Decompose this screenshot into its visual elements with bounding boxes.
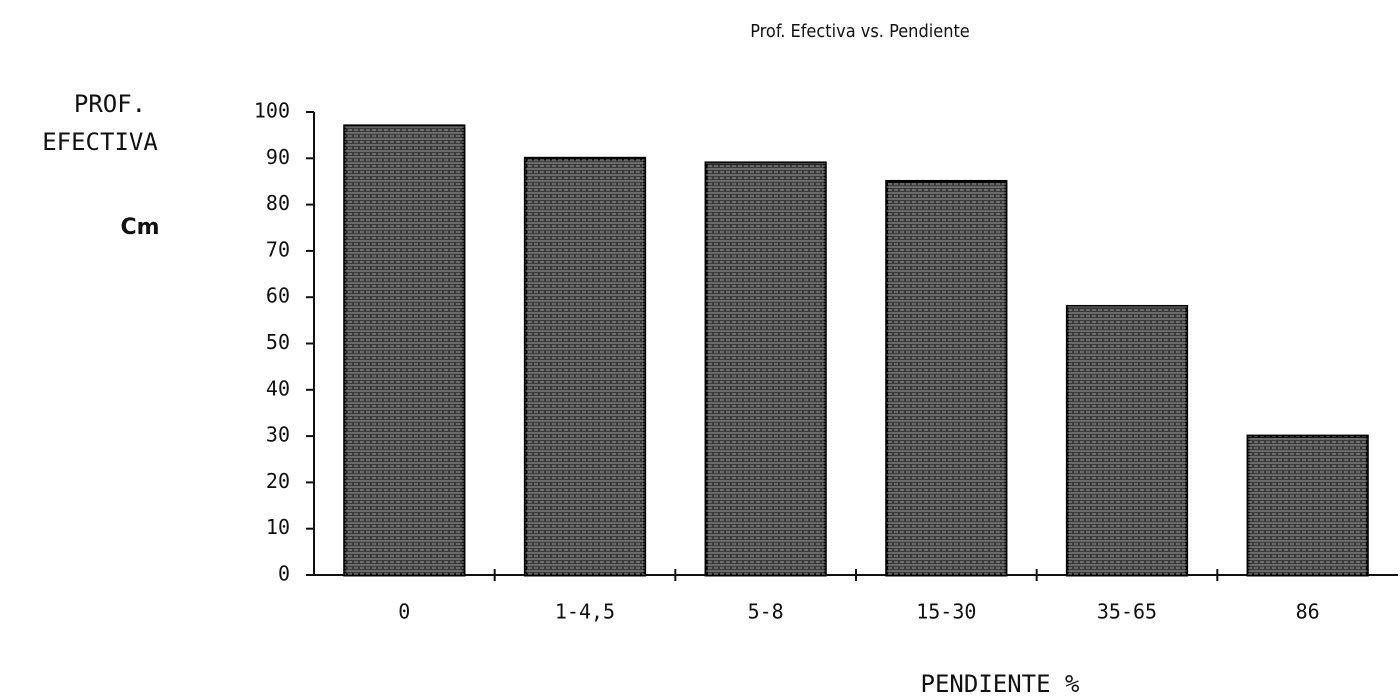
- bar-texture: [886, 181, 1006, 575]
- bar-texture: [706, 162, 826, 575]
- y-tick-label: 10: [266, 515, 290, 539]
- y-tick-label: 50: [266, 330, 290, 354]
- y-axis-label: EFECTIVA: [42, 128, 158, 156]
- y-tick-label: 0: [278, 562, 290, 586]
- x-axis-label: PENDIENTE %: [921, 670, 1080, 698]
- x-tick-label: 35-65: [1097, 600, 1157, 624]
- bar-texture: [344, 125, 464, 575]
- chart-title: Prof. Efectiva vs. Pendiente: [750, 21, 970, 42]
- y-axis-unit: Cm: [120, 215, 159, 240]
- y-axis-label: PROF.: [74, 90, 146, 118]
- y-tick-label: 80: [266, 191, 290, 215]
- bar-texture: [1248, 436, 1368, 575]
- x-tick-label: 1-4,5: [555, 600, 615, 624]
- bar-texture: [525, 158, 645, 576]
- x-tick-label: 86: [1296, 600, 1320, 624]
- y-tick-label: 90: [266, 145, 290, 169]
- y-tick-label: 20: [266, 469, 290, 493]
- y-tick-label: 30: [266, 423, 290, 447]
- x-tick-label: 0: [398, 600, 410, 624]
- y-tick-label: 40: [266, 376, 290, 400]
- y-tick-label: 70: [266, 237, 290, 261]
- bar-texture: [1067, 306, 1187, 575]
- x-tick-label: 5-8: [748, 600, 784, 624]
- x-tick-label: 15-30: [916, 600, 976, 624]
- y-tick-label: 100: [254, 99, 290, 123]
- y-tick-label: 60: [266, 284, 290, 308]
